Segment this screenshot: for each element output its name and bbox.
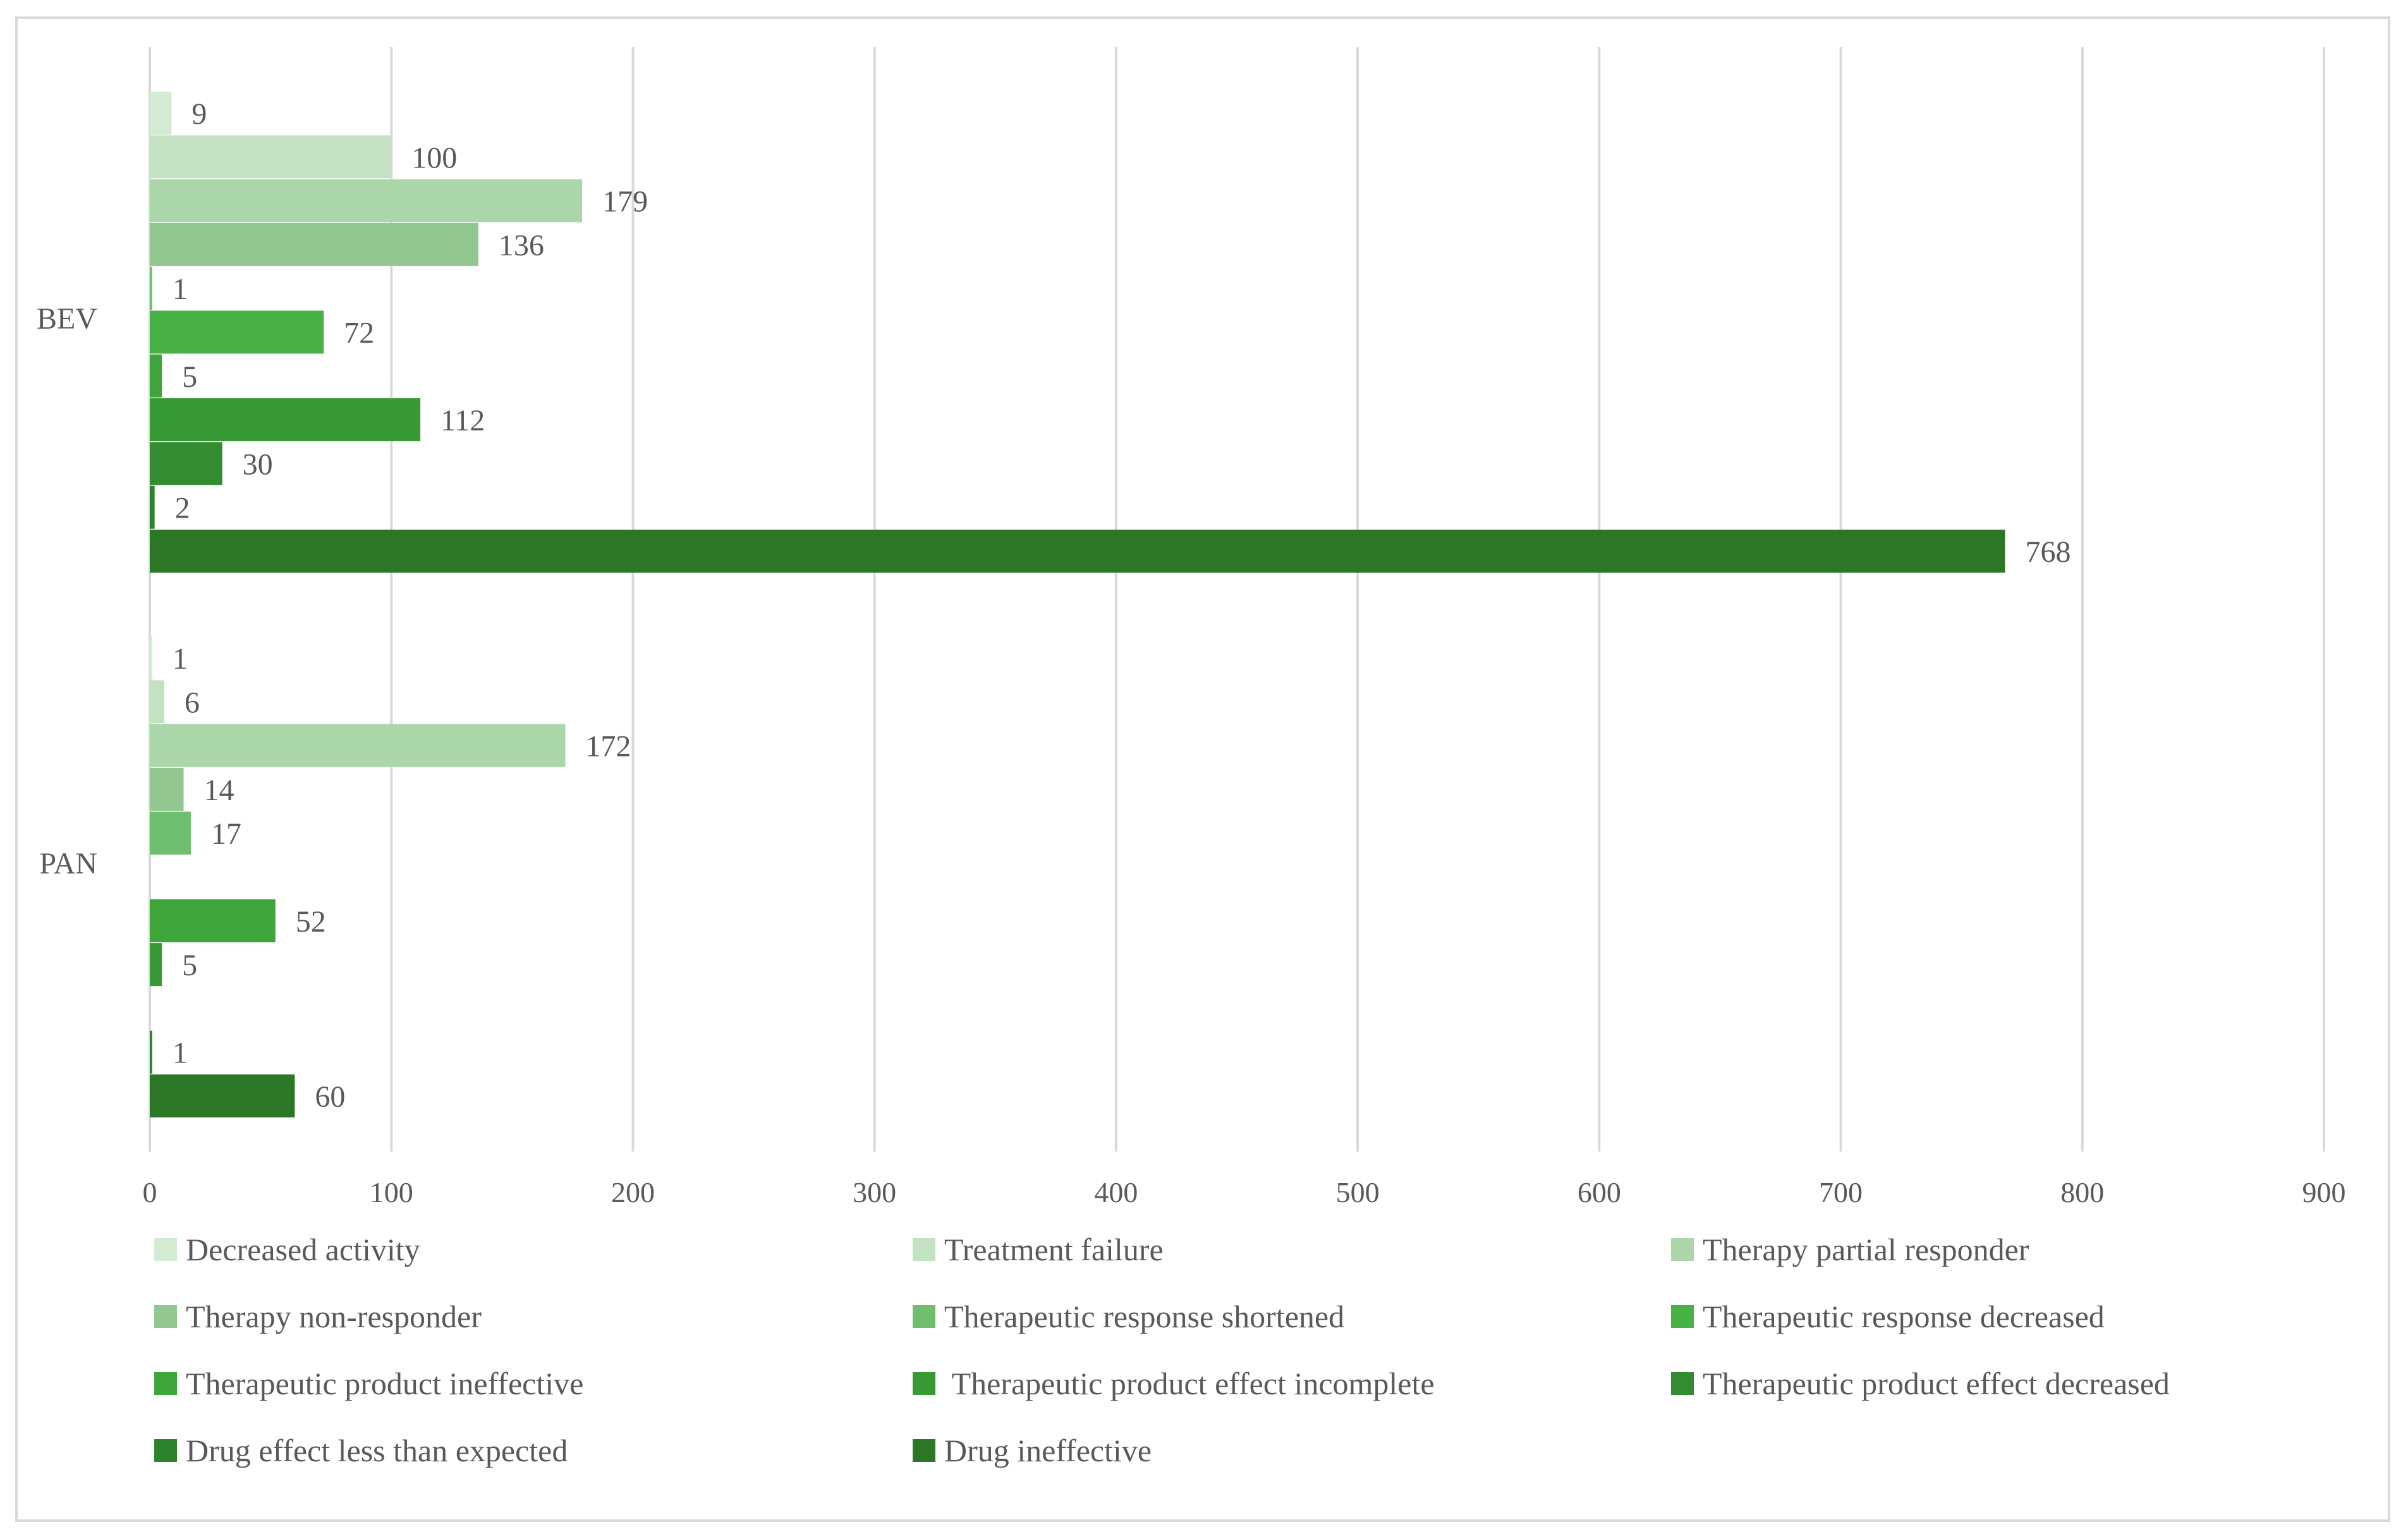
bar-bev-6 xyxy=(150,354,162,398)
data-label: 52 xyxy=(296,905,326,939)
data-label: 2 xyxy=(175,492,190,525)
bar-pan-10 xyxy=(150,1074,295,1117)
x-tick-label: 300 xyxy=(853,1176,896,1208)
data-label: 17 xyxy=(211,817,241,851)
bar-pan-9 xyxy=(150,1030,152,1074)
bar-bev-9 xyxy=(150,485,155,529)
data-label: 100 xyxy=(411,141,457,174)
data-label: 60 xyxy=(315,1080,345,1114)
data-label: 768 xyxy=(2025,535,2071,569)
bar-pan-4 xyxy=(150,812,191,855)
data-label: 136 xyxy=(499,229,544,262)
bars xyxy=(150,92,2005,1117)
data-label: 14 xyxy=(204,774,234,807)
bar-bev-2 xyxy=(150,179,583,222)
bar-bev-4 xyxy=(150,267,152,310)
x-tick-label: 200 xyxy=(611,1176,655,1208)
bar-pan-0 xyxy=(150,636,152,679)
data-label: 6 xyxy=(185,686,200,719)
x-tick-label: 100 xyxy=(370,1176,413,1208)
chart-frame xyxy=(15,16,2390,1522)
data-label: 112 xyxy=(441,404,485,437)
x-tick-label: 700 xyxy=(1819,1176,1863,1208)
bar-pan-3 xyxy=(150,767,184,811)
bar-bev-1 xyxy=(150,135,392,179)
data-label: 1 xyxy=(173,272,188,306)
data-label: 5 xyxy=(182,360,197,394)
data-label: 172 xyxy=(585,730,631,763)
data-label: 5 xyxy=(182,949,197,982)
bar-bev-7 xyxy=(150,398,421,442)
x-tick-label: 900 xyxy=(2302,1176,2346,1208)
bar-bev-10 xyxy=(150,530,2005,573)
data-label: 179 xyxy=(602,185,648,219)
category-label-bev: BEV xyxy=(37,302,97,336)
x-tick-label: 800 xyxy=(2060,1176,2104,1208)
x-tick-label: 600 xyxy=(1578,1176,1621,1208)
data-label: 1 xyxy=(173,642,188,676)
x-tick-label: 0 xyxy=(143,1176,157,1208)
bar-bev-0 xyxy=(150,92,172,135)
bar-pan-6 xyxy=(150,899,276,942)
data-label: 30 xyxy=(243,447,273,481)
axes: 0 100 200 300 400 500 600 700 800 900 BEV PAN xyxy=(37,302,2346,1208)
bar-pan-7 xyxy=(150,943,162,987)
x-tick-label: 500 xyxy=(1336,1176,1380,1208)
bar-pan-2 xyxy=(150,724,566,767)
bar-pan-1 xyxy=(150,680,164,724)
category-label-pan: PAN xyxy=(39,847,97,880)
x-tick-label: 400 xyxy=(1094,1176,1138,1208)
bar-bev-8 xyxy=(150,442,222,485)
bar-bev-5 xyxy=(150,310,324,354)
data-label: 9 xyxy=(192,97,207,131)
bar-bev-3 xyxy=(150,222,478,266)
data-label: 72 xyxy=(344,317,374,350)
data-label: 1 xyxy=(173,1037,188,1070)
